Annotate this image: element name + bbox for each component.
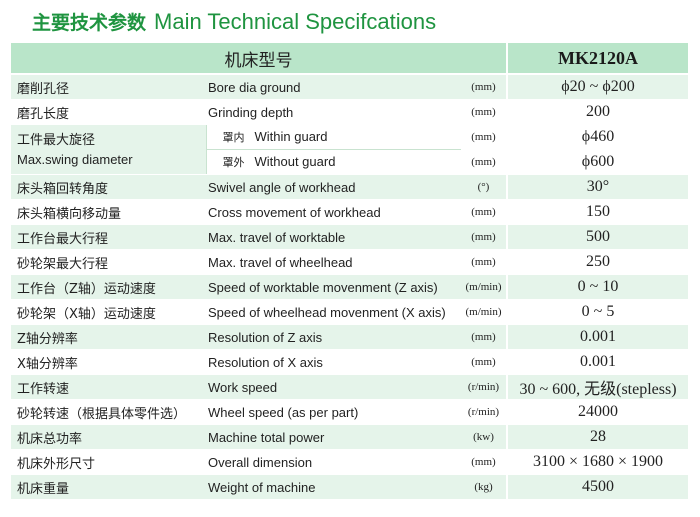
spec-name-cn: 磨削孔径 — [11, 74, 206, 100]
table-row-swing-without: 罩外 Without guard (mm) ϕ600 — [11, 149, 688, 175]
spec-unit: (mm) — [461, 149, 507, 175]
spec-name-cn: 砂轮架（X轴）运动速度 — [11, 299, 206, 325]
table-row: 机床重量 Weight of machine (kg) 4500 — [11, 474, 688, 500]
header-label: 机床型号 — [11, 43, 507, 75]
spec-unit: (mm) — [461, 124, 507, 150]
table-row: 砂轮架（X轴）运动速度 Speed of wheelhead movenment… — [11, 299, 688, 325]
spec-name-en: Grinding depth — [206, 99, 461, 125]
spec-name-cn: 砂轮架最大行程 — [11, 249, 206, 275]
spec-name-en: Work speed — [206, 374, 461, 400]
table-row: 工作台（Z轴）运动速度 Speed of worktable movenment… — [11, 274, 688, 300]
without-guard-label: 罩外 Without guard — [205, 149, 461, 175]
spec-name-en: Max. travel of worktable — [206, 224, 461, 250]
within-guard-en: Within guard — [254, 129, 328, 144]
table-row: 床头箱回转角度 Swivel angle of workhead (°) 30° — [11, 174, 688, 200]
spec-name-cn: 工作台（Z轴）运动速度 — [11, 274, 206, 300]
spec-value: 30 ~ 600, 无级(stepless) — [506, 374, 688, 400]
spec-name-cn: Z轴分辨率 — [11, 324, 206, 350]
spec-value: 500 — [506, 224, 688, 250]
table-row: 磨孔长度 Grinding depth (mm) 200 — [11, 99, 688, 125]
spec-value: 0 ~ 10 — [506, 274, 688, 300]
spec-name-en: Speed of worktable movenment (Z axis) — [206, 274, 461, 300]
spec-unit: (mm) — [461, 224, 507, 250]
spec-unit: (r/min) — [461, 399, 507, 425]
table-row: X轴分辨率 Resolution of X axis (mm) 0.001 — [11, 349, 688, 375]
table-row: 床头箱横向移动量 Cross movement of workhead (mm)… — [11, 199, 688, 225]
spec-name-en: Weight of machine — [206, 474, 461, 500]
spec-name-en: Overall dimension — [206, 449, 461, 475]
spec-name-cn: 机床总功率 — [11, 424, 206, 450]
spec-name-cn: 砂轮转速（根据具体零件选） — [11, 399, 206, 425]
spec-table: 机床型号 MK2120A 磨削孔径 Bore dia ground (mm) ϕ… — [11, 43, 688, 500]
spec-value: 24000 — [506, 399, 688, 425]
spec-name-cn: 床头箱横向移动量 — [11, 199, 206, 225]
spec-unit: (mm) — [461, 349, 507, 375]
title-chinese: 主要技术参数 — [32, 12, 147, 34]
spec-value: ϕ460 — [506, 124, 688, 150]
table-row: 机床外形尺寸 Overall dimension (mm) 3100 × 168… — [11, 449, 688, 475]
spec-unit: (mm) — [461, 449, 507, 475]
spec-unit: (mm) — [461, 199, 507, 225]
spec-value: 4500 — [506, 474, 688, 500]
spec-unit: (mm) — [461, 249, 507, 275]
spec-value: 200 — [506, 99, 688, 125]
spec-name-cn: 床头箱回转角度 — [11, 174, 206, 200]
table-row: Z轴分辨率 Resolution of Z axis (mm) 0.001 — [11, 324, 688, 350]
spec-name-cn: 磨孔长度 — [11, 99, 206, 125]
spec-name-en: Machine total power — [206, 424, 461, 450]
spec-name-en: Swivel angle of workhead — [206, 174, 461, 200]
spec-name-en: Speed of wheelhead movenment (X axis) — [206, 299, 461, 325]
table-row-swing-within: 工件最大旋径 Max.swing diameter 罩内 Within guard… — [11, 124, 688, 175]
spec-name-en: Max. travel of wheelhead — [206, 249, 461, 275]
spec-name-cn: 机床重量 — [11, 474, 206, 500]
without-guard-tag: 罩外 — [222, 156, 245, 169]
spec-name-cn: 机床外形尺寸 — [11, 449, 206, 475]
table-header-row: 机床型号 MK2120A — [11, 43, 688, 75]
swing-name-en: Max.swing diameter — [17, 151, 133, 167]
spec-name-en: Cross movement of workhead — [206, 199, 461, 225]
swing-name-cn: 工件最大旋径 — [17, 132, 96, 148]
spec-value: ϕ20 ~ ϕ200 — [506, 74, 688, 100]
spec-unit: (kw) — [461, 424, 507, 450]
spec-unit: (mm) — [461, 99, 507, 125]
table-row: 磨削孔径 Bore dia ground (mm) ϕ20 ~ ϕ200 — [11, 74, 688, 100]
spec-value: 150 — [506, 199, 688, 225]
spec-value: 0.001 — [506, 324, 688, 350]
page-title: 主要技术参数 Main Technical Specifcations — [32, 8, 436, 38]
spec-value: 3100 × 1680 × 1900 — [506, 449, 688, 475]
spec-name-cn: X轴分辨率 — [11, 349, 206, 375]
spec-unit: (r/min) — [461, 374, 507, 400]
spec-name-en: Wheel speed (as per part) — [206, 399, 461, 425]
spec-name-en: Resolution of Z axis — [206, 324, 461, 350]
within-guard-tag: 罩内 — [222, 131, 245, 144]
spec-value: 0.001 — [506, 349, 688, 375]
spec-unit: (m/min) — [461, 274, 507, 300]
table-row: 砂轮架最大行程 Max. travel of wheelhead (mm) 25… — [11, 249, 688, 275]
swing-diameter-label: 工件最大旋径 Max.swing diameter — [11, 124, 206, 175]
spec-unit: (°) — [461, 174, 507, 200]
spec-name-cn: 工作台最大行程 — [11, 224, 206, 250]
spec-unit: (mm) — [461, 324, 507, 350]
spec-value: 30° — [506, 174, 688, 200]
spec-name-en: Bore dia ground — [206, 74, 461, 100]
spec-unit: (m/min) — [461, 299, 507, 325]
table-row: 砂轮转速（根据具体零件选） Wheel speed (as per part) … — [11, 399, 688, 425]
spec-unit: (mm) — [461, 74, 507, 100]
without-guard-en: Without guard — [254, 154, 336, 169]
spec-value: ϕ600 — [506, 149, 688, 175]
spec-name-en: Resolution of X axis — [206, 349, 461, 375]
spec-value: 250 — [506, 249, 688, 275]
spec-name-cn: 工作转速 — [11, 374, 206, 400]
title-english: Main Technical Specifcations — [154, 9, 437, 34]
within-guard-label: 罩内 Within guard — [205, 124, 461, 150]
spec-value: 28 — [506, 424, 688, 450]
table-row: 工作转速 Work speed (r/min) 30 ~ 600, 无级(ste… — [11, 374, 688, 400]
table-row: 机床总功率 Machine total power (kw) 28 — [11, 424, 688, 450]
model-name: MK2120A — [506, 43, 688, 75]
spec-unit: (kg) — [461, 474, 507, 500]
spec-value: 0 ~ 5 — [506, 299, 688, 325]
table-row: 工作台最大行程 Max. travel of worktable (mm) 50… — [11, 224, 688, 250]
